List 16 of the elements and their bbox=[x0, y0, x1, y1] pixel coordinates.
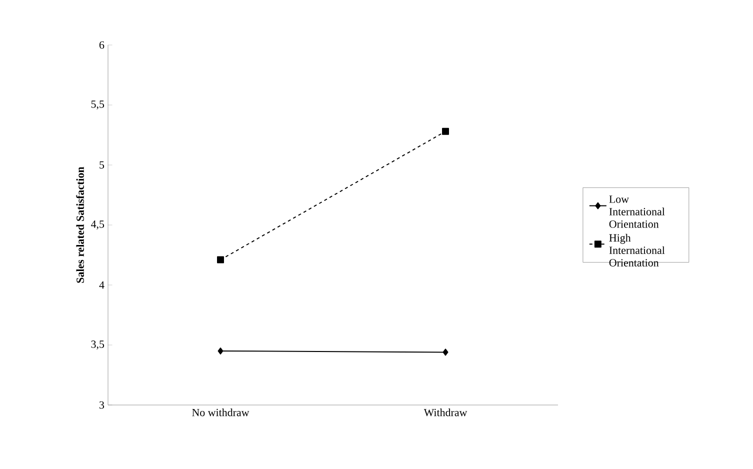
point bbox=[442, 348, 448, 356]
legend-label: High International Orientation bbox=[609, 234, 665, 266]
y-tick-label: 4,5 bbox=[91, 220, 104, 230]
y-tick-label: 3 bbox=[100, 401, 104, 409]
y-tick-label: 5,5 bbox=[91, 100, 104, 110]
point bbox=[442, 128, 449, 135]
y-tick-label: 5 bbox=[100, 161, 104, 169]
y-tick-label: 4 bbox=[99, 281, 104, 289]
x-tick-label: No withdraw bbox=[192, 408, 250, 416]
x-tick-label: Withdraw bbox=[424, 408, 468, 416]
y-tick-label: 6 bbox=[99, 41, 104, 49]
y-tick-label: 3,5 bbox=[91, 340, 104, 350]
y-axis-title: Sales related Satisfaction bbox=[76, 166, 84, 283]
point bbox=[217, 256, 224, 264]
point bbox=[218, 348, 224, 354]
legend-label: Low International Orientation bbox=[609, 196, 665, 228]
